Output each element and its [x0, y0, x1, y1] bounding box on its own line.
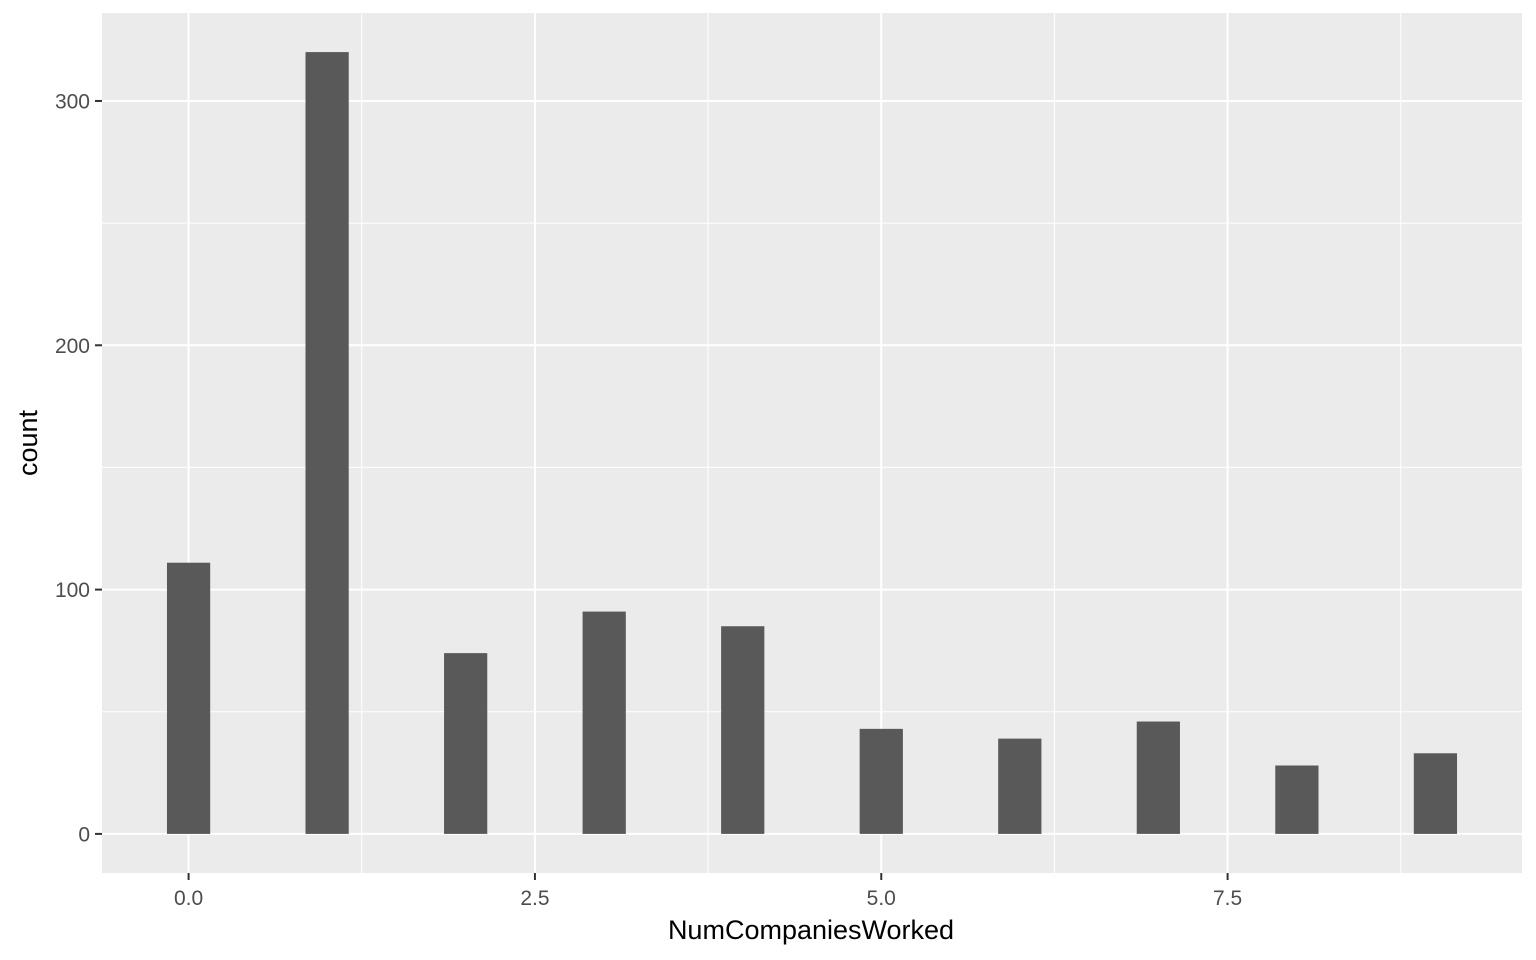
x-axis-title: NumCompaniesWorked	[668, 915, 954, 945]
bar-8	[1275, 765, 1319, 834]
bar-0	[166, 562, 211, 834]
bar-9	[1413, 753, 1458, 834]
y-tick-label: 100	[55, 579, 90, 602]
x-tick-label: 5.0	[867, 887, 896, 910]
bars	[166, 52, 1458, 834]
x-axis: 0.0 2.5 5.0 7.5	[174, 873, 1242, 910]
x-tick-label: 0.0	[174, 887, 203, 910]
x-tick-label: 2.5	[520, 887, 549, 910]
minor-gridlines	[102, 13, 1522, 873]
bar-5	[859, 728, 903, 834]
bar-7	[1136, 721, 1180, 834]
y-axis-title: count	[13, 409, 43, 476]
y-axis: 0 100 200 300	[55, 90, 102, 846]
y-tick-label: 200	[55, 335, 90, 358]
bar-3	[582, 611, 626, 834]
bar-4	[721, 626, 765, 834]
bar-2	[444, 653, 488, 834]
bar-1	[305, 52, 349, 834]
y-tick-label: 300	[55, 90, 90, 113]
y-tick-label: 0	[78, 823, 90, 846]
x-tick-label: 7.5	[1213, 887, 1242, 910]
bar-6	[998, 738, 1042, 834]
